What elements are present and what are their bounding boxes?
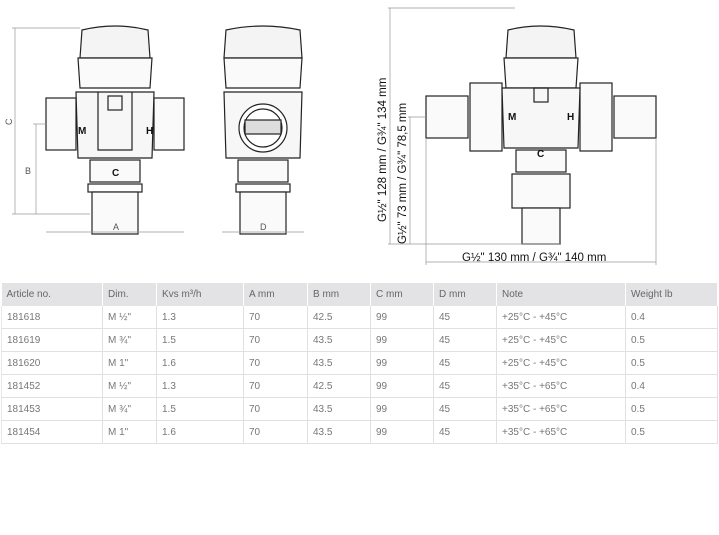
- table-cell: 43.5: [307, 420, 371, 444]
- table-cell: 181453: [1, 397, 103, 421]
- table-cell: 1.3: [156, 374, 244, 398]
- column-header: B mm: [307, 283, 371, 306]
- table-cell: 45: [433, 420, 497, 444]
- table-row: 181454 M 1" 1.6 70 43.5 99 45 +35°C - +65°C 0.5: [1, 420, 718, 444]
- dim-a-label: A: [113, 222, 119, 232]
- port-c-label: C: [112, 168, 119, 179]
- table-cell: 43.5: [307, 351, 371, 375]
- table-header-row: Article no. Dim. Kvs m³/h A mm B mm C mm D mm N…: [1, 283, 718, 306]
- table-cell: 0.5: [625, 420, 718, 444]
- table-cell: 1.6: [156, 420, 244, 444]
- table-cell: 43.5: [307, 328, 371, 352]
- table-cell: 70: [243, 351, 308, 375]
- table-cell: 70: [243, 306, 308, 329]
- table-cell: 45: [433, 328, 497, 352]
- table-cell: 42.5: [307, 374, 371, 398]
- union-port-c-label: C: [537, 149, 544, 160]
- column-header: Dim.: [102, 283, 157, 306]
- table-cell: 45: [433, 397, 497, 421]
- table-cell: 99: [370, 374, 434, 398]
- side-view-drawing: [223, 25, 303, 235]
- table-cell: 181452: [1, 374, 103, 398]
- table-cell: +35°C - +65°C: [496, 397, 626, 421]
- table-cell: M 1": [102, 351, 157, 375]
- table-cell: 0.5: [625, 351, 718, 375]
- table-cell: 99: [370, 306, 434, 329]
- table-cell: 99: [370, 328, 434, 352]
- front-view-drawing: [45, 25, 185, 235]
- table-cell: 1.5: [156, 328, 244, 352]
- table-cell: 70: [243, 420, 308, 444]
- dim-c-label: C: [4, 118, 14, 125]
- table-cell: 70: [243, 397, 308, 421]
- column-header: D mm: [433, 283, 497, 306]
- table-cell: M ½": [102, 374, 157, 398]
- height-inlet-label: G½" 73 mm / G¾" 78,5 mm: [397, 103, 409, 244]
- table-cell: 1.3: [156, 306, 244, 329]
- column-header: Article no.: [1, 283, 103, 306]
- table-cell: 99: [370, 420, 434, 444]
- table-cell: 45: [433, 306, 497, 329]
- column-header: Weight lb: [625, 283, 718, 306]
- table-cell: 0.5: [625, 397, 718, 421]
- table-row: 181620 M 1" 1.6 70 43.5 99 45 +25°C - +45°C 0.5: [1, 351, 718, 375]
- width-total-label: G½" 130 mm / G¾" 140 mm: [462, 252, 606, 264]
- table-cell: 99: [370, 351, 434, 375]
- table-cell: 42.5: [307, 306, 371, 329]
- table-row: 181453 M ¾" 1.5 70 43.5 99 45 +35°C - +65°C 0.5: [1, 397, 718, 421]
- table-cell: M ½": [102, 306, 157, 329]
- table-cell: +25°C - +45°C: [496, 351, 626, 375]
- table-cell: +35°C - +65°C: [496, 420, 626, 444]
- table-cell: M ¾": [102, 397, 157, 421]
- column-header: Note: [496, 283, 626, 306]
- table-cell: 181618: [1, 306, 103, 329]
- table-cell: 70: [243, 374, 308, 398]
- height-total-label: G½" 128 mm / G¾" 134 mm: [377, 78, 389, 222]
- dim-d-label: D: [260, 222, 267, 232]
- table-cell: +25°C - +45°C: [496, 306, 626, 329]
- column-header: Kvs m³/h: [156, 283, 244, 306]
- port-h-label: H: [146, 126, 153, 137]
- table-cell: 181454: [1, 420, 103, 444]
- port-m-label: M: [78, 126, 86, 137]
- specifications-table: Article no. Dim. Kvs m³/h A mm B mm C mm D mm N…: [1, 283, 718, 444]
- table-cell: +25°C - +45°C: [496, 328, 626, 352]
- table-cell: 45: [433, 374, 497, 398]
- table-row: 181452 M ½" 1.3 70 42.5 99 45 +35°C - +65°C 0.4: [1, 374, 718, 398]
- table-cell: 181619: [1, 328, 103, 352]
- table-cell: 1.6: [156, 351, 244, 375]
- dim-b-label: B: [25, 166, 31, 176]
- table-cell: 181620: [1, 351, 103, 375]
- column-header: A mm: [243, 283, 308, 306]
- table-row: 181618 M ½" 1.3 70 42.5 99 45 +25°C - +45°C 0.4: [1, 306, 718, 329]
- table-cell: 0.4: [625, 306, 718, 329]
- table-cell: 99: [370, 397, 434, 421]
- union-port-h-label: H: [567, 112, 574, 123]
- table-cell: 70: [243, 328, 308, 352]
- table-cell: +35°C - +65°C: [496, 374, 626, 398]
- column-header: C mm: [370, 283, 434, 306]
- table-cell: 43.5: [307, 397, 371, 421]
- table-cell: 1.5: [156, 397, 244, 421]
- table-cell: 45: [433, 351, 497, 375]
- table-cell: M 1": [102, 420, 157, 444]
- table-cell: 0.5: [625, 328, 718, 352]
- table-cell: M ¾": [102, 328, 157, 352]
- union-view-drawing: [425, 25, 657, 245]
- table-row: 181619 M ¾" 1.5 70 43.5 99 45 +25°C - +45°C 0.5: [1, 328, 718, 352]
- valve-technical-drawings: C B A D M H C M H C G½" 128 mm / G¾" 134…: [4, 7, 657, 265]
- union-port-m-label: M: [508, 112, 516, 123]
- table-cell: 0.4: [625, 374, 718, 398]
